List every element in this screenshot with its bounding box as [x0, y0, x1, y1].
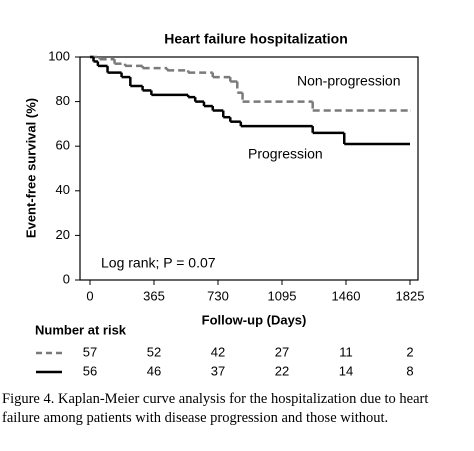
risk-count: 46 — [147, 363, 161, 378]
risk-count: 27 — [275, 344, 289, 359]
y-tick-label: 20 — [56, 227, 70, 242]
risk-count: 14 — [339, 363, 353, 378]
risk-count: 52 — [147, 344, 161, 359]
risk-count: 57 — [83, 344, 97, 359]
risk-count: 56 — [83, 363, 97, 378]
risk-count: 42 — [211, 344, 225, 359]
chart-title: Heart failure hospitalization — [164, 31, 348, 47]
series-label: Non-progression — [297, 73, 401, 89]
x-axis-label: Follow-up (Days) — [202, 312, 307, 327]
x-tick-label: 1095 — [268, 288, 297, 303]
y-tick-label: 0 — [63, 271, 70, 286]
chart: Heart failure hospitalization Follow-up … — [23, 31, 425, 379]
x-tick-label: 730 — [207, 288, 229, 303]
caption: failure among patients with disease prog… — [2, 410, 389, 426]
risk-count: 22 — [275, 363, 289, 378]
y-tick-label: 60 — [56, 138, 70, 153]
x-tick-label: 0 — [86, 288, 93, 303]
y-axis-label: Event-free survival (%) — [23, 98, 38, 238]
x-tick-label: 365 — [143, 288, 165, 303]
risk-count: 8 — [406, 363, 413, 378]
annotation: Log rank; P = 0.07 — [101, 255, 216, 271]
plot-frame — [79, 56, 419, 281]
x-tick-label: 1825 — [396, 288, 425, 303]
x-tick-label: 1460 — [332, 288, 361, 303]
risk-count: 37 — [211, 363, 225, 378]
risk-count: 11 — [339, 344, 353, 359]
y-tick-label: 100 — [48, 48, 70, 63]
risk-count: 2 — [406, 344, 413, 359]
risk-table-title: Number at risk — [35, 322, 127, 337]
y-tick-label: 40 — [56, 182, 70, 197]
y-tick-label: 80 — [56, 93, 70, 108]
caption: Figure 4. Kaplan-Meier curve analysis fo… — [2, 391, 429, 407]
series-label: Progression — [248, 146, 323, 162]
